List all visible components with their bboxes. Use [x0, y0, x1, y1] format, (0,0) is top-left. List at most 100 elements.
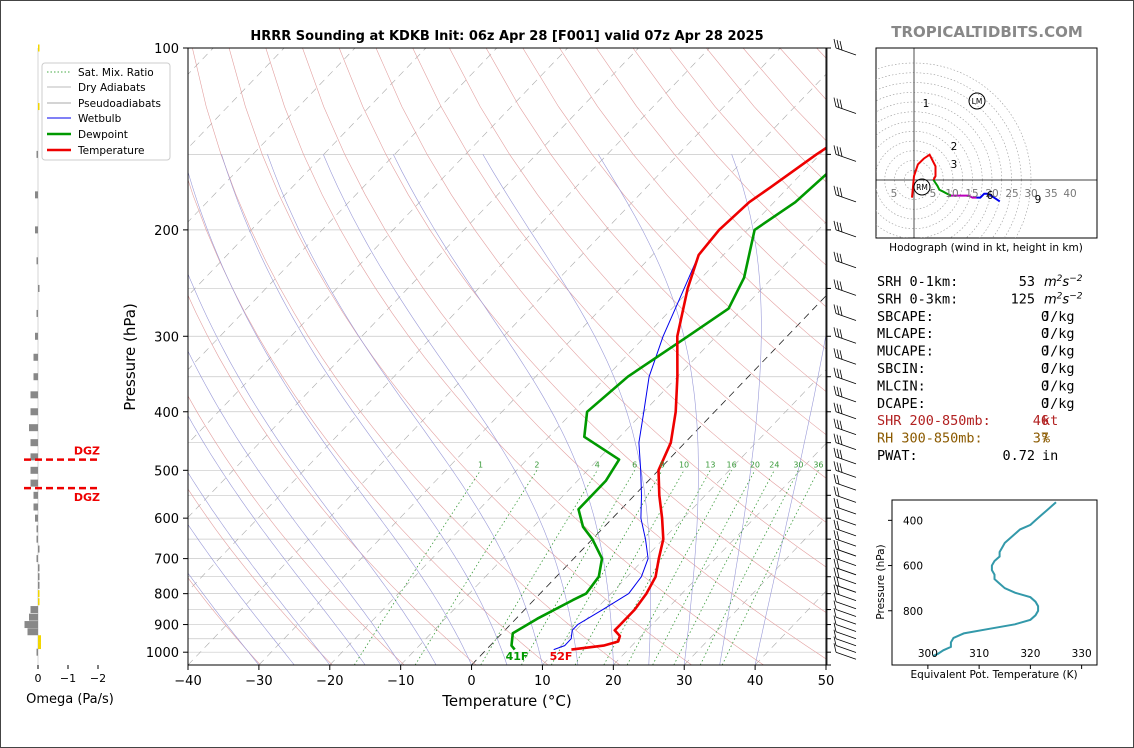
- stat-label: SRH 0-3km:: [877, 291, 958, 307]
- moist-adiabat: [323, 154, 579, 665]
- stat-row: SBCAPE: 0J/kg: [877, 309, 1075, 325]
- skewt-background-lines: [188, 48, 826, 665]
- x-tick-label: 50: [818, 674, 835, 689]
- wind-barb: [833, 576, 857, 593]
- mixing-ratio-label: 24: [769, 460, 779, 469]
- theta-e-y-tick-label: 800: [903, 606, 923, 618]
- dry-adiabat: [485, 48, 826, 435]
- mixing-ratio-label: 13: [705, 460, 715, 469]
- isotherm-line: [188, 48, 427, 297]
- stat-unit: J/kg: [1042, 326, 1075, 342]
- stat-label: SRH 0-1km:: [877, 274, 958, 290]
- stat-row: MLCIN: 0J/kg: [877, 378, 1075, 394]
- stat-unit: m2s−2: [1044, 274, 1083, 290]
- storm-motion-marker: [913, 178, 931, 196]
- hodograph-ring-label: 35: [1044, 188, 1057, 200]
- y-tick-label: 400: [154, 406, 179, 421]
- stat-unit: J/kg: [1042, 344, 1075, 360]
- surface-dewpoint-label: 41F: [506, 650, 529, 663]
- omega-bar: [38, 581, 40, 589]
- stat-label: DCAPE:: [877, 396, 926, 412]
- skewt-plot-frame: [187, 47, 827, 666]
- theta-e-x-tick-label: 330: [1072, 648, 1092, 660]
- dry-adiabat: [192, 48, 621, 665]
- omega-bar: [35, 191, 38, 199]
- mixing-ratio-labels: 1 2 4 6 8 10 13 16 20 24 30 36: [478, 460, 823, 469]
- theta-e-y-tick-label: 400: [903, 515, 923, 527]
- stat-unit: kt: [1042, 413, 1058, 429]
- y-tick-label: 800: [154, 588, 179, 603]
- y-tick-label: 300: [154, 330, 179, 345]
- moist-adiabat: [188, 170, 472, 665]
- omega-bar: [35, 332, 38, 340]
- legend-dewpoint: Dewpoint: [78, 129, 128, 141]
- wind-barb: [833, 636, 857, 653]
- omega-bar: [29, 424, 38, 432]
- stat-value: 0: [1041, 326, 1049, 342]
- wind-barb: [833, 497, 857, 515]
- x-tick-label: −30: [245, 674, 272, 689]
- wind-barb: [833, 385, 857, 403]
- moist-adiabat: [482, 154, 652, 665]
- stat-unit: J/kg: [1042, 309, 1075, 325]
- dgz-label: DGZ: [74, 445, 100, 458]
- stat-value: 125: [1011, 291, 1035, 307]
- legend-pseudoadiabats: Pseudoadiabats: [78, 98, 161, 110]
- mixing-ratio-line: [480, 470, 598, 665]
- stat-unit: in: [1042, 448, 1058, 464]
- moist-adiabat: [221, 154, 508, 665]
- wind-barb: [833, 367, 857, 385]
- stat-label: SBCIN:: [877, 361, 926, 377]
- x-tick-label: 0: [467, 674, 475, 689]
- wind-barb: [833, 348, 857, 365]
- hodograph-ring-label: 40: [1063, 188, 1076, 200]
- omega-bar: [36, 525, 38, 533]
- legend-dry-adiabats: Dry Adiabats: [78, 82, 146, 94]
- moist-adiabat: [598, 154, 699, 665]
- omega-bar: [35, 226, 38, 234]
- mixing-ratio-label: 30: [793, 460, 803, 469]
- x-tick-label: 20: [605, 674, 622, 689]
- dry-adiabat: [338, 48, 826, 613]
- dry-adiabat: [188, 178, 549, 665]
- omega-bar: [33, 373, 38, 381]
- hodograph-height-label: 9: [1035, 194, 1042, 206]
- mixing-ratio-line: [626, 470, 732, 665]
- stat-unit: J/kg: [1042, 396, 1075, 412]
- skewt-y-ticks: 100 200 300 400 500 600 700 800 900 1000: [146, 42, 831, 666]
- omega-bar: [36, 150, 38, 158]
- moist-adiabat: [188, 472, 331, 665]
- legend-temperature: Temperature: [77, 145, 145, 157]
- wind-barb: [833, 643, 857, 660]
- omega-bar: [38, 564, 40, 572]
- hodograph-height-label: 2: [951, 141, 958, 153]
- omega-bar: [38, 545, 40, 553]
- theta-e-series: [932, 501, 1057, 657]
- hodograph-height-label: 6: [987, 190, 994, 202]
- y-tick-label: 500: [154, 464, 179, 479]
- hodograph-segment: [911, 153, 937, 198]
- mixing-ratio-line: [353, 470, 481, 665]
- omega-bar: [38, 642, 41, 650]
- x-tick-label: 30: [676, 674, 693, 689]
- x-tick-label: −20: [316, 674, 343, 689]
- stat-row: SRH 0-1km: 53 m2s−2: [877, 274, 1083, 290]
- wind-barb: [833, 220, 857, 238]
- wind-barb: [833, 530, 857, 547]
- surface-temperature-label: 52F: [550, 650, 573, 663]
- omega-bar: [33, 503, 38, 511]
- wind-barbs: [833, 38, 857, 660]
- wind-barb: [833, 304, 857, 321]
- wind-barb: [833, 600, 857, 617]
- x-tick-label: −10: [387, 674, 414, 689]
- moist-adiabat: [719, 154, 762, 665]
- mixing-ratio-label: 2: [534, 460, 539, 469]
- omega-bar: [30, 391, 38, 399]
- mixing-ratio-line: [673, 470, 775, 665]
- wind-barb: [833, 251, 857, 269]
- omega-bar: [38, 573, 40, 581]
- mixing-ratio-line: [414, 470, 538, 665]
- moist-adiabat: [754, 332, 826, 665]
- wind-barb: [833, 629, 857, 647]
